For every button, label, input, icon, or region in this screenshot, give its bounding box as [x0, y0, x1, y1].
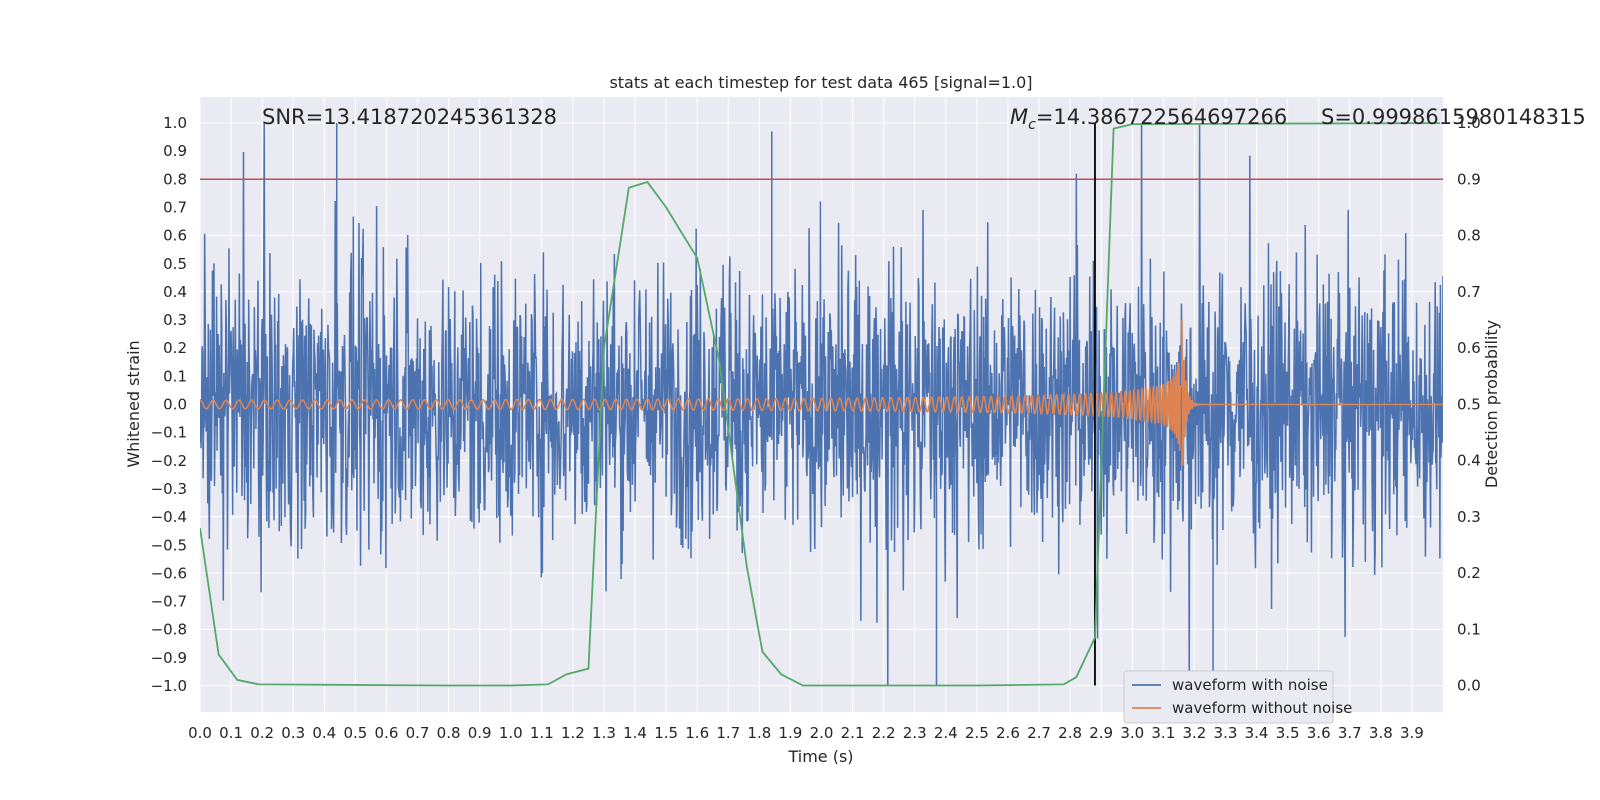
- y-tick-label: −0.9: [151, 649, 187, 667]
- x-tick-label: 1.6: [685, 724, 709, 742]
- y-right-tick-label: 0.3: [1457, 508, 1481, 526]
- x-tick-label: 3.9: [1400, 724, 1424, 742]
- detection-probability-line: [200, 122, 1440, 687]
- x-tick-label: 1.0: [499, 724, 523, 742]
- x-tick-label: 2.7: [1027, 724, 1051, 742]
- x-tick-label: 0.7: [406, 724, 430, 742]
- x-tick-label: 2.0: [810, 724, 834, 742]
- y-axis-right-label: Detection probability: [1482, 320, 1501, 488]
- x-tick-label: 3.6: [1307, 724, 1331, 742]
- y-tick-label: −0.7: [151, 593, 187, 611]
- x-tick-label: 1.2: [561, 724, 585, 742]
- legend-label-clean: waveform without noise: [1172, 699, 1352, 717]
- x-tick-label: 0.0: [188, 724, 212, 742]
- y-tick-label: −0.1: [151, 424, 187, 442]
- chirp-mass-subscript: c: [1028, 117, 1036, 133]
- y-tick-label: 0.6: [163, 227, 187, 245]
- y-right-tick-label: 0.8: [1457, 227, 1481, 245]
- y-axis-label: Whitened strain: [124, 340, 143, 467]
- x-tick-label: 0.6: [375, 724, 399, 742]
- y-tick-label: 0.7: [163, 198, 187, 216]
- x-tick-label: 0.9: [468, 724, 492, 742]
- y-tick-label: −1.0: [151, 677, 187, 695]
- x-tick-label: 2.4: [934, 724, 958, 742]
- chirp-mass-annotation: Mc=14.386722564697266: [1010, 105, 1287, 133]
- x-tick-label: 0.8: [437, 724, 461, 742]
- legend-box: [1123, 670, 1334, 724]
- x-axis: 0.0 0.1 0.2 0.3 0.4 0.5 0.6 0.7 0.8 0.9 1.0 1.1 1.2 1…: [188, 724, 1424, 742]
- x-tick-label: 1.5: [654, 724, 678, 742]
- x-tick-label: 3.7: [1338, 724, 1362, 742]
- y-tick-label: −0.4: [151, 508, 187, 526]
- x-tick-label: 3.4: [1245, 724, 1269, 742]
- x-tick-label: 2.3: [903, 724, 927, 742]
- y-tick-label: 0.5: [163, 255, 187, 273]
- x-tick-label: 3.2: [1182, 724, 1206, 742]
- y-right-tick-label: 0.5: [1457, 395, 1481, 413]
- x-tick-label: 1.3: [592, 724, 616, 742]
- chart-title: stats at each timestep for test data 465…: [609, 73, 1032, 92]
- y-tick-label: 0.4: [163, 283, 187, 301]
- right-y-axis: 1.0 0.9 0.8 0.7 0.6 0.5 0.4 0.3 0.2 0.1 0.0: [1457, 114, 1481, 695]
- x-tick-label: 1.4: [623, 724, 647, 742]
- score-annotation: S=0.9998615980148315: [1321, 105, 1586, 129]
- y-right-tick-label: 0.1: [1457, 620, 1481, 638]
- left-y-axis: 1.0 0.9 0.8 0.7 0.6 0.5 0.4 0.3 0.2 0.1 0.0 −0.1 −0.…: [151, 114, 187, 695]
- y-right-tick-label: 0.2: [1457, 564, 1481, 582]
- y-tick-label: 0.1: [163, 367, 187, 385]
- y-tick-label: −0.3: [151, 480, 187, 498]
- y-right-tick-label: 0.4: [1457, 452, 1481, 470]
- x-tick-label: 2.5: [965, 724, 989, 742]
- x-tick-label: 3.3: [1214, 724, 1238, 742]
- x-tick-label: 0.1: [219, 724, 243, 742]
- x-tick-label: 0.3: [281, 724, 305, 742]
- x-tick-label: 1.8: [747, 724, 771, 742]
- snr-annotation: SNR=13.418720245361328: [262, 105, 557, 129]
- x-tick-label: 2.9: [1089, 724, 1113, 742]
- y-tick-label: 0.8: [163, 170, 187, 188]
- x-tick-label: 3.8: [1369, 724, 1393, 742]
- x-tick-label: 0.4: [312, 724, 336, 742]
- x-tick-label: 3.0: [1120, 724, 1144, 742]
- clean-waveform-line: [200, 320, 1443, 466]
- y-tick-label: 0.0: [163, 396, 187, 414]
- y-right-tick-label: 0.6: [1457, 339, 1481, 357]
- chirp-mass-symbol: M: [1010, 105, 1028, 129]
- y-tick-label: 0.3: [163, 311, 187, 329]
- y-right-tick-label: 0.9: [1457, 170, 1481, 188]
- y-tick-label: −0.8: [151, 621, 187, 639]
- x-axis-label: Time (s): [787, 747, 853, 766]
- legend: waveform with noise waveform without noi…: [1123, 670, 1352, 724]
- y-tick-label: −0.2: [151, 452, 187, 470]
- x-tick-label: 3.1: [1151, 724, 1175, 742]
- y-right-tick-label: 1.0: [1457, 114, 1481, 132]
- x-tick-label: 1.1: [530, 724, 554, 742]
- chirp-mass-value: =14.386722564697266: [1036, 105, 1287, 129]
- noisy-waveform-line: [200, 122, 1443, 687]
- x-tick-label: 2.1: [841, 724, 865, 742]
- y-tick-label: 0.9: [163, 142, 187, 160]
- y-tick-label: −0.5: [151, 536, 187, 554]
- x-tick-label: 2.2: [872, 724, 896, 742]
- x-tick-label: 1.7: [716, 724, 740, 742]
- y-right-tick-label: 0.0: [1457, 677, 1481, 695]
- y-tick-label: −0.6: [151, 564, 187, 582]
- legend-label-noise: waveform with noise: [1172, 676, 1328, 694]
- y-tick-label: 0.2: [163, 339, 187, 357]
- x-tick-label: 1.9: [778, 724, 802, 742]
- x-tick-label: 2.6: [996, 724, 1020, 742]
- x-tick-label: 2.8: [1058, 724, 1082, 742]
- y-tick-label: 1.0: [163, 114, 187, 132]
- x-tick-label: 3.5: [1276, 724, 1300, 742]
- x-tick-label: 0.5: [343, 724, 367, 742]
- x-tick-label: 0.2: [250, 724, 274, 742]
- y-right-tick-label: 0.7: [1457, 283, 1481, 301]
